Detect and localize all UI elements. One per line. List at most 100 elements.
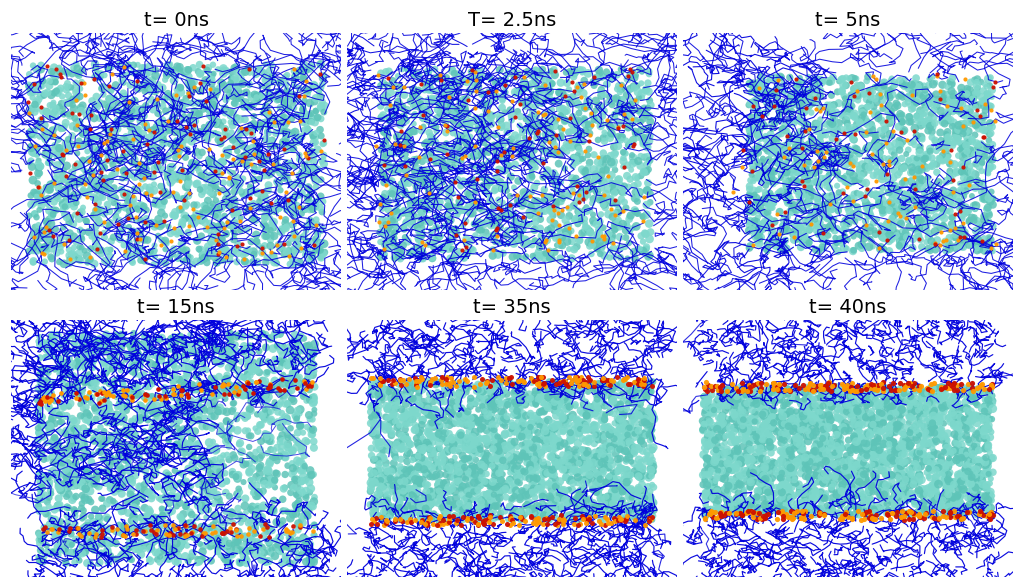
- Point: [537, 445, 553, 455]
- Point: [397, 435, 414, 444]
- Point: [444, 128, 461, 138]
- Point: [483, 376, 500, 385]
- Point: [94, 525, 111, 534]
- Point: [870, 196, 887, 205]
- Point: [893, 500, 909, 510]
- Point: [451, 196, 467, 206]
- Point: [966, 469, 982, 478]
- Point: [983, 129, 999, 138]
- Point: [81, 391, 97, 400]
- Point: [429, 86, 445, 95]
- Point: [827, 413, 844, 423]
- Point: [293, 66, 309, 76]
- Point: [821, 463, 838, 472]
- Point: [400, 387, 417, 397]
- Point: [583, 239, 599, 249]
- Point: [110, 206, 126, 215]
- Point: [546, 423, 562, 432]
- Point: [263, 385, 280, 395]
- Point: [564, 189, 581, 198]
- Point: [790, 504, 806, 513]
- Point: [156, 539, 172, 548]
- Point: [902, 405, 919, 414]
- Point: [633, 383, 649, 392]
- Point: [451, 207, 467, 216]
- Point: [764, 230, 780, 239]
- Point: [200, 135, 216, 144]
- Point: [753, 72, 769, 82]
- Point: [855, 470, 871, 479]
- Point: [639, 380, 655, 389]
- Point: [175, 105, 191, 115]
- Point: [805, 494, 821, 503]
- Point: [230, 81, 247, 91]
- Point: [209, 87, 225, 96]
- Point: [538, 110, 554, 119]
- Point: [177, 380, 194, 390]
- Point: [909, 507, 926, 517]
- Point: [749, 148, 765, 158]
- Point: [499, 211, 515, 220]
- Point: [862, 383, 879, 393]
- Point: [887, 486, 903, 496]
- Point: [248, 377, 264, 387]
- Point: [883, 471, 899, 480]
- Point: [198, 529, 214, 538]
- Point: [114, 469, 130, 478]
- Point: [740, 500, 757, 510]
- Point: [625, 135, 641, 145]
- Point: [259, 119, 275, 129]
- Point: [568, 457, 585, 466]
- Point: [826, 393, 843, 402]
- Point: [171, 492, 187, 501]
- Point: [628, 207, 644, 216]
- Point: [116, 190, 132, 199]
- Point: [507, 409, 523, 418]
- Point: [959, 174, 976, 183]
- Point: [982, 448, 998, 457]
- Point: [934, 413, 950, 422]
- Point: [905, 495, 922, 504]
- Point: [800, 170, 816, 179]
- Point: [51, 342, 68, 352]
- Point: [196, 78, 212, 87]
- Point: [782, 463, 799, 473]
- Point: [373, 383, 389, 393]
- Point: [525, 488, 542, 497]
- Point: [793, 77, 809, 86]
- Point: [743, 415, 760, 424]
- Point: [719, 397, 735, 407]
- Point: [967, 75, 983, 85]
- Point: [397, 189, 414, 199]
- Point: [39, 345, 55, 355]
- Point: [505, 223, 521, 233]
- Point: [278, 506, 294, 516]
- Point: [180, 349, 197, 358]
- Point: [871, 198, 888, 208]
- Point: [470, 437, 486, 447]
- Point: [75, 433, 91, 442]
- Point: [974, 475, 990, 485]
- Point: [220, 345, 237, 355]
- Point: [126, 126, 142, 135]
- Point: [869, 108, 886, 118]
- Point: [836, 243, 852, 253]
- Point: [975, 510, 991, 520]
- Point: [819, 466, 836, 476]
- Point: [178, 93, 195, 103]
- Point: [225, 135, 242, 145]
- Point: [967, 478, 983, 487]
- Point: [226, 534, 243, 543]
- Point: [549, 520, 565, 529]
- Point: [863, 410, 880, 420]
- Point: [742, 507, 759, 516]
- Point: [427, 196, 443, 206]
- Point: [742, 446, 759, 456]
- Point: [851, 229, 867, 238]
- Point: [826, 215, 843, 224]
- Point: [594, 458, 610, 467]
- Point: [269, 456, 286, 465]
- Point: [182, 82, 199, 91]
- Point: [749, 104, 765, 113]
- Point: [835, 480, 851, 490]
